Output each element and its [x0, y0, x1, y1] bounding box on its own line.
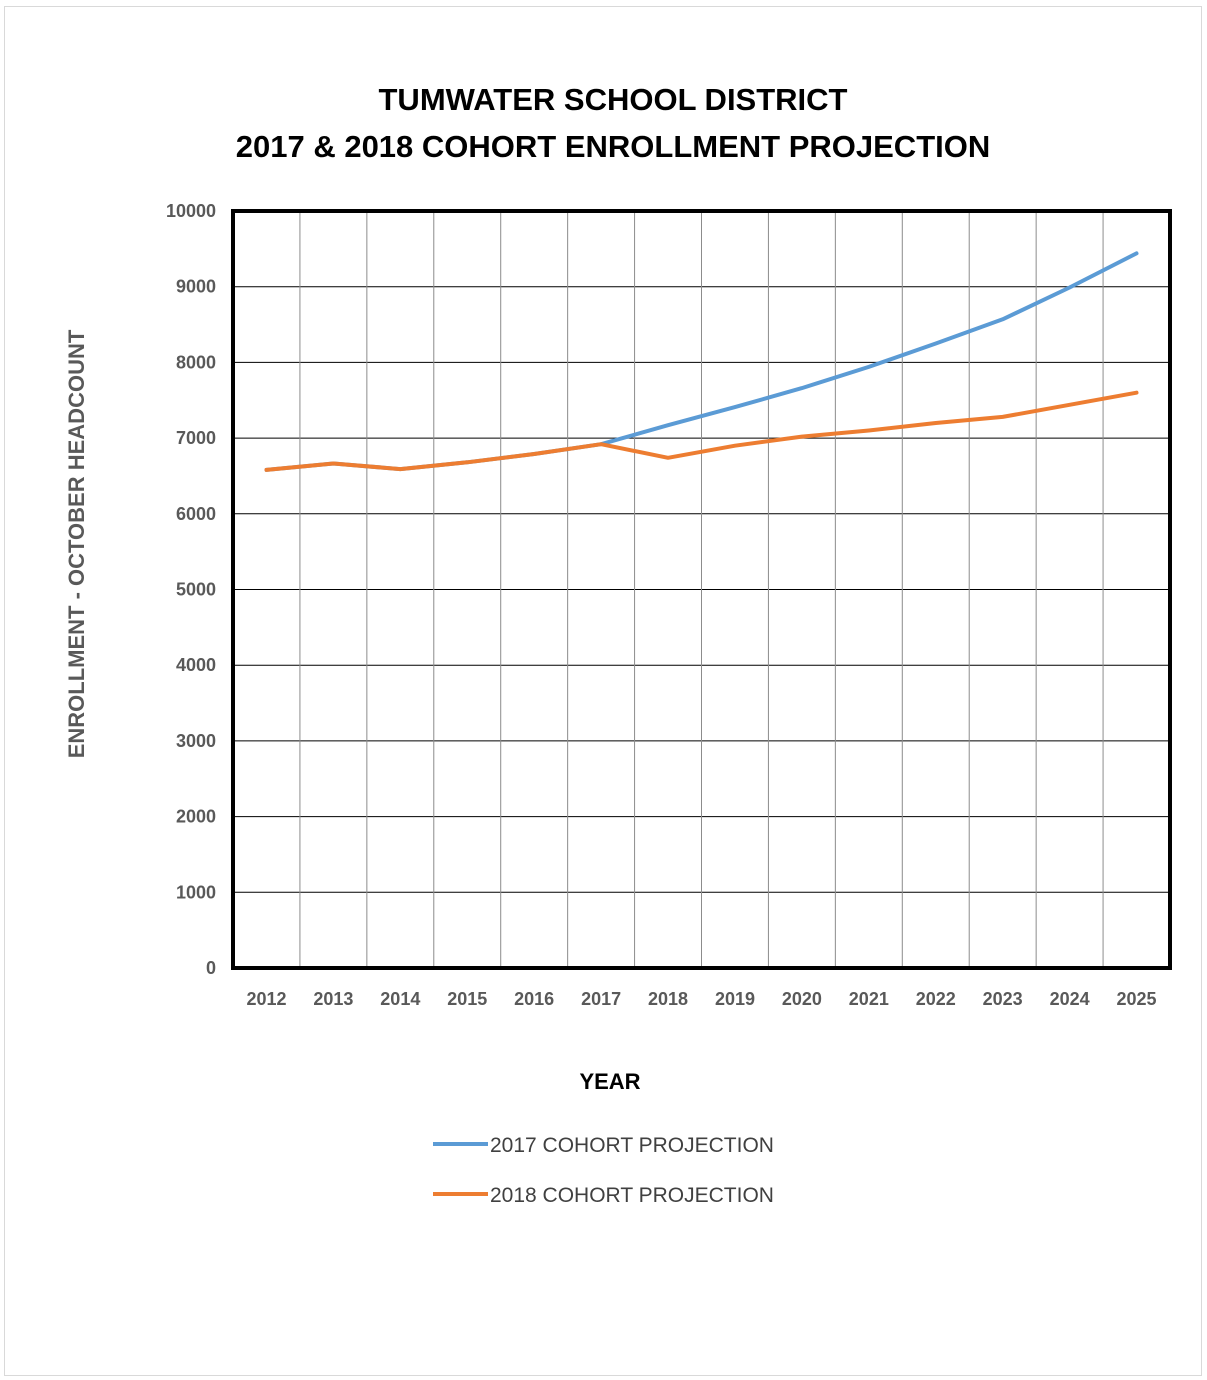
chart-svg: TUMWATER SCHOOL DISTRICT 2017 & 2018 COH…	[64, 82, 1172, 1207]
x-tick-label: 2021	[849, 989, 889, 1009]
x-axis-title: YEAR	[579, 1069, 640, 1094]
series-line-2	[264, 390, 1139, 472]
y-tick-label: 6000	[176, 504, 216, 524]
plot-area-border	[231, 209, 1172, 970]
y-tick-label: 1000	[176, 882, 216, 902]
chart-frame: TUMWATER SCHOOL DISTRICT 2017 & 2018 COH…	[4, 6, 1202, 1376]
x-tick-label: 2015	[447, 989, 487, 1009]
x-tick-label: 2016	[514, 989, 554, 1009]
chart-title: TUMWATER SCHOOL DISTRICT	[379, 82, 848, 117]
x-tick-label: 2022	[916, 989, 956, 1009]
x-tick-label: 2018	[648, 989, 688, 1009]
x-tick-label: 2023	[983, 989, 1023, 1009]
series-lines	[264, 251, 1139, 472]
y-tick-label: 10000	[166, 201, 216, 221]
y-tick-label: 5000	[176, 580, 216, 600]
x-tick-label: 2012	[246, 989, 286, 1009]
chart-subtitle: 2017 & 2018 COHORT ENROLLMENT PROJECTION	[236, 129, 991, 164]
y-tick-label: 8000	[176, 352, 216, 372]
x-tick-label: 2013	[313, 989, 353, 1009]
y-tick-label: 9000	[176, 277, 216, 297]
x-tick-label: 2017	[581, 989, 621, 1009]
y-tick-label: 2000	[176, 807, 216, 827]
x-axis-ticks: 2012 2013 2014 2015 2016 2017 2018 2019 2020 2021…	[246, 989, 1156, 1009]
gridlines	[233, 210, 1170, 969]
y-tick-label: 4000	[176, 655, 216, 675]
y-axis-title: ENROLLMENT - OCTOBER HEADCOUNT	[64, 329, 89, 758]
y-tick-label: 0	[206, 958, 216, 978]
x-tick-label: 2024	[1050, 989, 1090, 1009]
legend-label-1: 2017 COHORT PROJECTION	[490, 1134, 774, 1157]
x-tick-label: 2020	[782, 989, 822, 1009]
x-tick-label: 2025	[1117, 989, 1157, 1009]
x-tick-label: 2014	[380, 989, 420, 1009]
y-tick-label: 7000	[176, 428, 216, 448]
legend-label-2: 2018 COHORT PROJECTION	[490, 1184, 774, 1207]
legend: 2017 COHORT PROJECTION 2018 COHORT PROJEC…	[433, 1134, 774, 1207]
y-tick-label: 3000	[176, 731, 216, 751]
y-axis-ticks: 0 1000 2000 3000 4000 5000 6000 7000 8000 9000 100…	[166, 201, 216, 978]
x-tick-label: 2019	[715, 989, 755, 1009]
